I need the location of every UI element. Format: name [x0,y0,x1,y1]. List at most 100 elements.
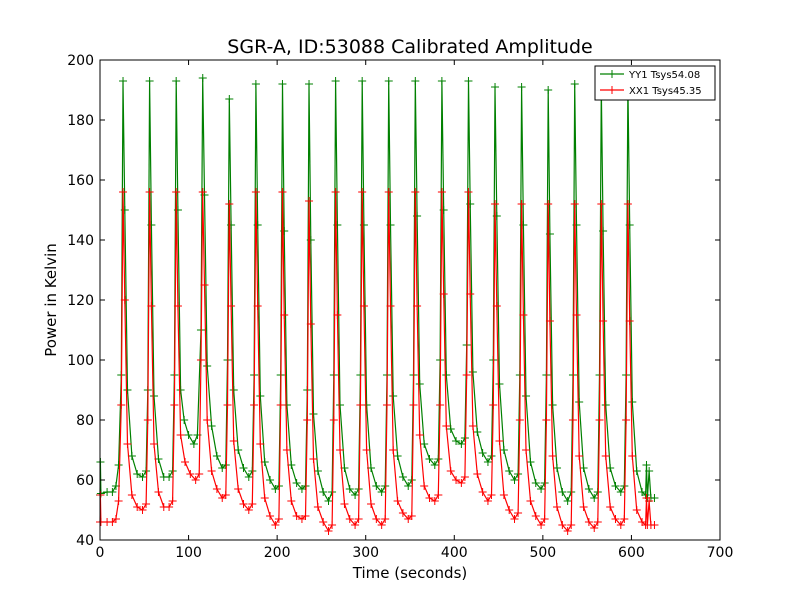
data-point [271,521,280,529]
data-point [478,488,487,496]
data-point [340,500,349,508]
data-point [292,479,301,487]
data-point [276,401,285,409]
data-point [606,503,615,511]
legend: YY1 Tsys54.08 XX1 Tsys45.35 [594,65,716,101]
y-tick-label: 160 [67,173,94,189]
data-point [173,206,182,214]
data-point [119,77,128,85]
legend-marker [608,86,616,94]
data-point [548,401,557,409]
y-axis: 40 60 80 100 120 140 160 180 200 [67,53,720,549]
data-point [526,458,535,466]
data-point [411,188,420,196]
data-point [120,206,129,214]
data-point [333,311,342,319]
data-point [519,311,528,319]
data-point [143,416,152,424]
data-point [248,500,257,508]
data-point [173,302,182,310]
data-point [142,500,151,508]
data-point [181,458,190,466]
x-tick-label: 600 [618,545,645,561]
data-point [544,200,553,208]
data-point [595,416,604,424]
data-point [495,380,504,388]
data-point [393,452,402,460]
data-point [593,518,602,526]
data-point [203,362,212,370]
x-tick-label: 0 [96,545,105,561]
data-point [305,80,314,88]
data-point [168,497,177,505]
data-point [590,524,599,532]
data-point [398,473,407,481]
data-point [303,416,312,424]
data-point [212,485,221,493]
legend-marker [608,70,616,78]
data-point [570,200,579,208]
data-point [616,488,625,496]
data-point [623,200,632,208]
data-point [519,221,528,229]
data-point [229,386,238,394]
data-point [483,497,492,505]
data-point [545,230,554,238]
legend-label: XX1 Tsys45.35 [629,86,702,97]
data-point [184,431,193,439]
data-point [138,506,147,514]
data-point [172,77,181,85]
data-point [393,497,402,505]
data-point [372,515,381,523]
data-point [127,452,136,460]
data-point [207,467,216,475]
data-point [377,521,386,529]
data-point [457,440,466,448]
data-point [195,470,204,478]
data-point [460,473,469,481]
data-point [466,200,475,208]
data-point [351,491,360,499]
data-point [282,446,291,454]
data-point [584,485,593,493]
data-point [606,464,615,472]
data-point [309,410,318,418]
data-point [437,77,446,85]
data-point [478,449,487,457]
data-point [359,221,368,229]
series-1 [96,188,659,535]
data-point [309,455,318,463]
data-point [575,398,584,406]
data-point [319,488,328,496]
data-point [572,221,581,229]
data-point [154,488,163,496]
data-point [517,200,526,208]
data-point [650,521,659,529]
data-point [584,518,593,526]
x-tick-label: 500 [529,545,556,561]
data-point [191,476,200,484]
data-point [464,77,473,85]
data-point [514,509,523,517]
data-point [172,188,181,196]
data-point [358,188,367,196]
data-point [227,221,236,229]
data-point [420,440,429,448]
data-point [123,440,132,448]
data-point [622,416,631,424]
data-point [542,416,551,424]
data-point [133,470,142,478]
data-point [111,515,120,523]
data-point [117,401,126,409]
data-point [239,464,248,472]
data-point [563,497,572,505]
data-point [345,515,354,523]
data-point [468,368,477,376]
x-axis: 0 100 200 300 400 500 600 700 [96,60,733,561]
data-point [313,503,322,511]
data-point [256,392,265,400]
data-point [145,77,154,85]
y-tick-label: 60 [76,473,94,489]
chart-title: SGR-A, ID:53088 Calibrated Amplitude [227,36,592,58]
data-point [280,311,289,319]
